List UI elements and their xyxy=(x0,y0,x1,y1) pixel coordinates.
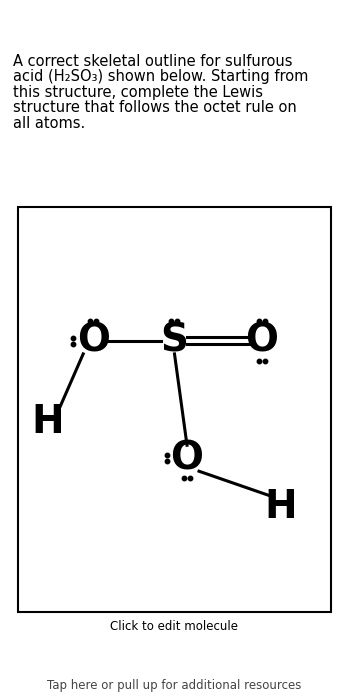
Text: O: O xyxy=(246,322,279,360)
Text: Tap here or pull up for additional resources: Tap here or pull up for additional resou… xyxy=(47,680,302,692)
Text: Submit: Submit xyxy=(291,13,344,27)
Text: all atoms.: all atoms. xyxy=(13,116,85,131)
Text: H: H xyxy=(31,402,64,441)
Text: <: < xyxy=(16,10,32,29)
Text: S: S xyxy=(161,322,188,360)
Text: Question 21 of 34: Question 21 of 34 xyxy=(109,13,240,27)
Text: H: H xyxy=(265,488,297,526)
Text: O: O xyxy=(171,439,203,477)
Text: acid (H₂SO₃) shown below. Starting from: acid (H₂SO₃) shown below. Starting from xyxy=(13,69,309,85)
Bar xyxy=(18,207,331,612)
Text: A correct skeletal outline for sulfurous: A correct skeletal outline for sulfurous xyxy=(13,54,292,69)
Text: O: O xyxy=(77,322,110,360)
Text: this structure, complete the Lewis: this structure, complete the Lewis xyxy=(13,85,263,100)
Text: Click to edit molecule: Click to edit molecule xyxy=(111,620,238,633)
Text: structure that follows the octet rule on: structure that follows the octet rule on xyxy=(13,100,297,116)
